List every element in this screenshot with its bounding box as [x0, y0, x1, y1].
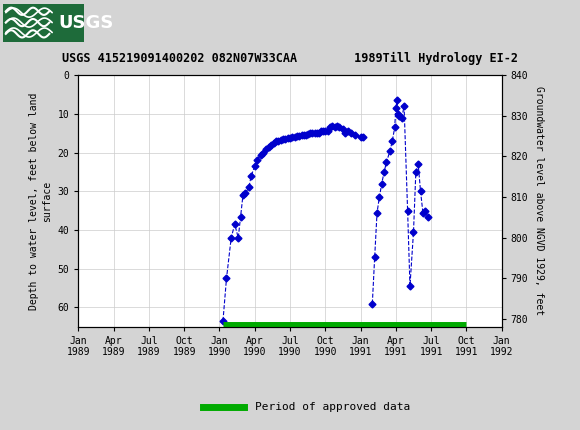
Y-axis label: Depth to water level, feet below land
surface: Depth to water level, feet below land su… [29, 92, 52, 310]
Text: USGS: USGS [58, 14, 113, 31]
Text: USGS 415219091400202 082N07W33CAA        1989Till Hydrology EI-2: USGS 415219091400202 082N07W33CAA 1989Ti… [62, 52, 518, 64]
Y-axis label: Groundwater level above NGVD 1929, feet: Groundwater level above NGVD 1929, feet [534, 86, 544, 316]
FancyBboxPatch shape [3, 3, 84, 42]
Text: Period of approved data: Period of approved data [255, 402, 411, 412]
